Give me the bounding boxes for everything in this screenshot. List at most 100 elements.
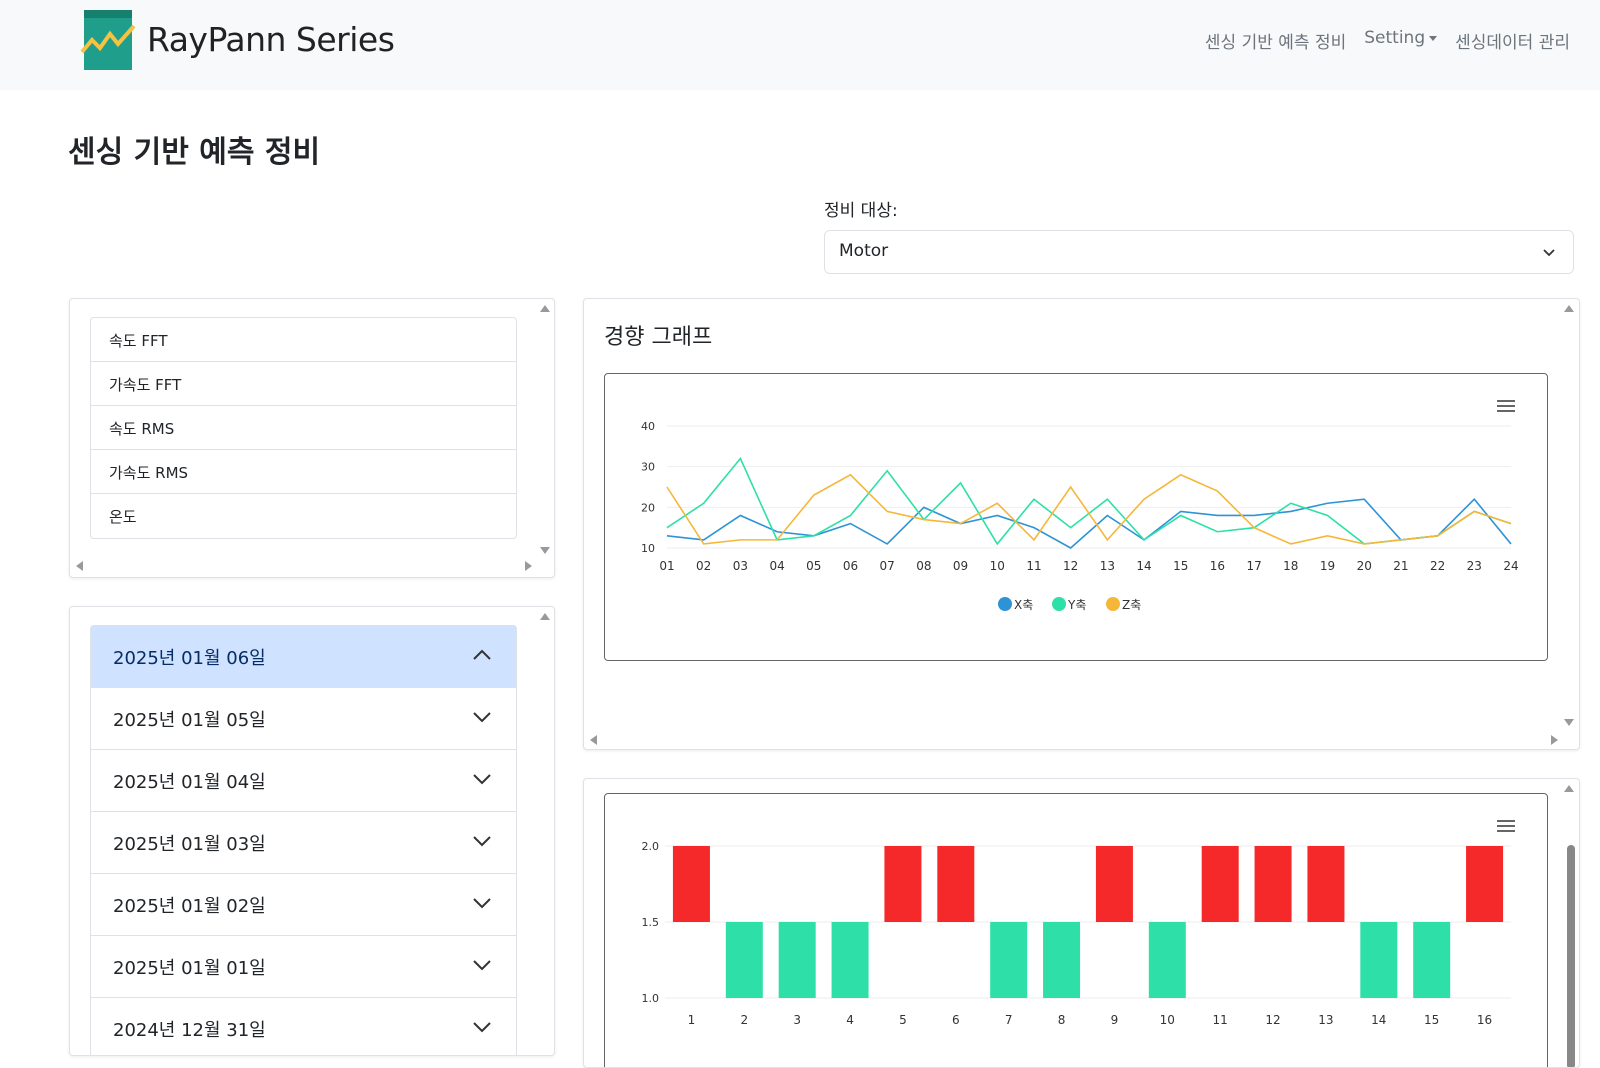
x-tick-label: 11 (1026, 559, 1041, 573)
chart-menu-icon[interactable] (1497, 400, 1515, 414)
x-tick-label: 5 (899, 1013, 907, 1027)
nav-predictive-maintenance[interactable]: 센싱 기반 예측 정비 (1204, 33, 1347, 53)
trend-panel: 경향 그래프 10 20 30 40 01 02 03 04 05 06 07 08 09 10 11 12 1… (583, 298, 1580, 750)
x-tick-label: 17 (1246, 559, 1261, 573)
page-title: 센싱 기반 예측 정비 (68, 135, 321, 170)
brand-logo-icon[interactable] (80, 8, 136, 72)
series-line (666, 498, 1512, 549)
metric-item[interactable]: 가속도 RMS (91, 450, 516, 494)
x-tick-label: 16 (1477, 1013, 1492, 1027)
dates-accordion: 2025년 01월 06일 2025년 01월 05일 2025년 01월 04… (90, 625, 517, 1055)
metric-item[interactable]: 속도 RMS (91, 406, 516, 450)
legend-label[interactable]: X축 (1014, 598, 1033, 612)
x-tick-label: 20 (1357, 559, 1372, 573)
x-tick-label: 13 (1318, 1013, 1333, 1027)
metric-item[interactable]: 온도 (109, 508, 137, 526)
date-item[interactable]: 2025년 01월 03일 (91, 812, 516, 874)
bar[interactable] (1254, 846, 1292, 922)
scroll-left-icon[interactable] (590, 735, 597, 745)
date-label: 2025년 01월 01일 (113, 958, 266, 979)
chevron-down-icon (1543, 249, 1555, 257)
bar[interactable] (1307, 846, 1345, 922)
bar[interactable] (1095, 846, 1133, 922)
x-tick-label: 18 (1283, 559, 1298, 573)
bar[interactable] (884, 846, 922, 922)
x-tick-label: 14 (1136, 559, 1151, 573)
metrics-panel: 속도 FFT 가속도 FFT 속도 RMS 가속도 RMS 온도 (69, 298, 555, 578)
x-tick-label: 9 (1111, 1013, 1119, 1027)
dates-panel: 2025년 01월 06일 2025년 01월 05일 2025년 01월 04… (69, 606, 555, 1056)
bar[interactable] (990, 922, 1028, 998)
x-tick-label: 2 (740, 1013, 748, 1027)
y-tick-label: 2.0 (642, 840, 660, 853)
scroll-up-icon[interactable] (1564, 305, 1574, 312)
bar[interactable] (1201, 846, 1239, 922)
scroll-right-icon[interactable] (525, 561, 532, 571)
bar[interactable] (1043, 922, 1081, 998)
x-tick-label: 10 (1160, 1013, 1175, 1027)
metric-item[interactable]: 속도 FFT (91, 318, 516, 362)
target-select[interactable]: Motor (824, 230, 1574, 274)
bar[interactable] (1413, 922, 1451, 998)
date-item[interactable]: 2025년 01월 04일 (91, 750, 516, 812)
bar[interactable] (831, 922, 869, 998)
legend-marker[interactable] (1106, 597, 1120, 611)
scroll-up-icon[interactable] (1564, 785, 1574, 792)
x-tick-label: 06 (843, 559, 858, 573)
x-tick-label: 15 (1424, 1013, 1439, 1027)
y-tick-label: 1.0 (642, 992, 660, 1005)
chevron-down-icon (473, 960, 491, 971)
bar[interactable] (1148, 922, 1186, 998)
scroll-down-icon[interactable] (540, 547, 550, 554)
chart-menu-icon[interactable] (1497, 820, 1515, 834)
x-tick-label: 19 (1320, 559, 1335, 573)
nav-setting-label: Setting (1364, 28, 1426, 48)
caret-down-icon (1429, 35, 1438, 41)
nav-setting-dropdown[interactable]: Setting (1364, 28, 1438, 53)
scroll-right-icon[interactable] (1551, 735, 1558, 745)
date-item[interactable]: 2024년 12월 31일 (91, 998, 516, 1055)
legend-marker[interactable] (998, 597, 1012, 611)
date-label: 2025년 01월 02일 (113, 896, 266, 917)
brand-name[interactable]: RayPann Series (147, 20, 395, 59)
bar[interactable] (778, 922, 816, 998)
chevron-down-icon (473, 774, 491, 785)
legend-label[interactable]: Y축 (1067, 598, 1086, 612)
scroll-up-icon[interactable] (540, 305, 550, 312)
x-tick-label: 23 (1467, 559, 1482, 573)
scroll-up-icon[interactable] (540, 613, 550, 620)
x-tick-label: 22 (1430, 559, 1445, 573)
bar[interactable] (937, 846, 975, 922)
chevron-down-icon (473, 898, 491, 909)
bar[interactable] (725, 922, 763, 998)
x-tick-label: 12 (1265, 1013, 1280, 1027)
scroll-down-icon[interactable] (1564, 719, 1574, 726)
metric-item[interactable]: 가속도 FFT (91, 362, 516, 406)
vertical-scrollbar-thumb[interactable] (1567, 845, 1575, 1067)
series-line (666, 473, 1512, 545)
trend-title: 경향 그래프 (604, 325, 713, 350)
x-tick-label: 6 (952, 1013, 960, 1027)
nav-sensing-data-management[interactable]: 센싱데이터 관리 (1455, 33, 1570, 53)
bar[interactable] (672, 846, 710, 922)
date-item[interactable]: 2025년 01월 02일 (91, 874, 516, 936)
x-tick-label: 12 (1063, 559, 1078, 573)
x-tick-label: 4 (846, 1013, 854, 1027)
date-label: 2025년 01월 05일 (113, 710, 266, 731)
chevron-down-icon (473, 712, 491, 723)
bar[interactable] (1360, 922, 1398, 998)
bar[interactable] (1466, 846, 1504, 922)
x-tick-label: 04 (769, 559, 784, 573)
legend-label[interactable]: Z축 (1122, 598, 1141, 612)
x-tick-label: 3 (793, 1013, 801, 1027)
metrics-list: 속도 FFT 가속도 FFT 속도 RMS 가속도 RMS 온도 (90, 317, 517, 539)
target-label: 정비 대상: (824, 201, 898, 221)
scroll-left-icon[interactable] (76, 561, 83, 571)
date-item[interactable]: 2025년 01월 06일 (91, 626, 516, 688)
trend-chart-box: 10 20 30 40 01 02 03 04 05 06 07 08 09 10 11 12 13 14 15 16… (604, 373, 1548, 661)
date-item[interactable]: 2025년 01월 05일 (91, 688, 516, 750)
date-label: 2025년 01월 04일 (113, 772, 266, 793)
date-item[interactable]: 2025년 01월 01일 (91, 936, 516, 998)
legend-marker[interactable] (1052, 597, 1066, 611)
x-tick-label: 11 (1213, 1013, 1228, 1027)
